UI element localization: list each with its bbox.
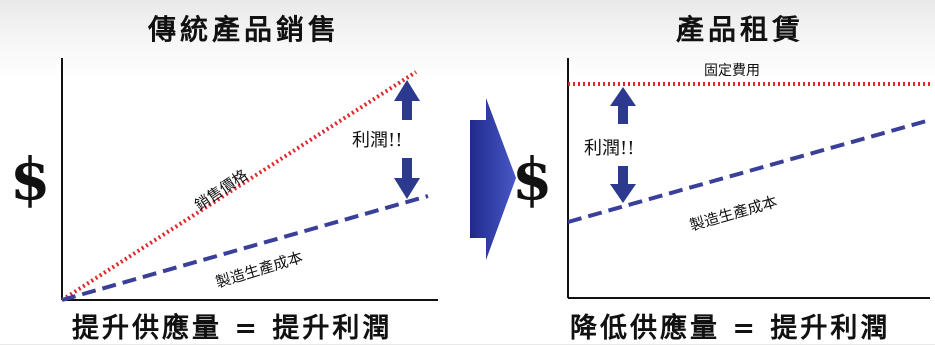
- left-dollar-icon: $: [10, 145, 51, 213]
- right-dollar-icon: $: [512, 145, 553, 213]
- left-caption: 提升供應量 = 提升利潤: [72, 313, 393, 344]
- right-caption: 降低供應量 = 提升利潤: [570, 313, 891, 344]
- right-fixed-fee-label: 固定費用: [704, 63, 760, 79]
- big-right-arrow-icon: [470, 98, 516, 260]
- left-title: 傳統產品銷售: [148, 13, 341, 46]
- left-price-line: [60, 70, 418, 302]
- left-profit-label: 利潤!!: [352, 130, 403, 151]
- right-profit-arrows-icon: [610, 87, 636, 203]
- right-axes: [567, 58, 930, 299]
- left-axes: [61, 58, 438, 301]
- right-profit-label: 利潤!!: [584, 138, 635, 159]
- right-title: 產品租賃: [676, 13, 805, 46]
- left-cost-line: [61, 194, 429, 302]
- left-profit-arrows-icon: [394, 80, 420, 199]
